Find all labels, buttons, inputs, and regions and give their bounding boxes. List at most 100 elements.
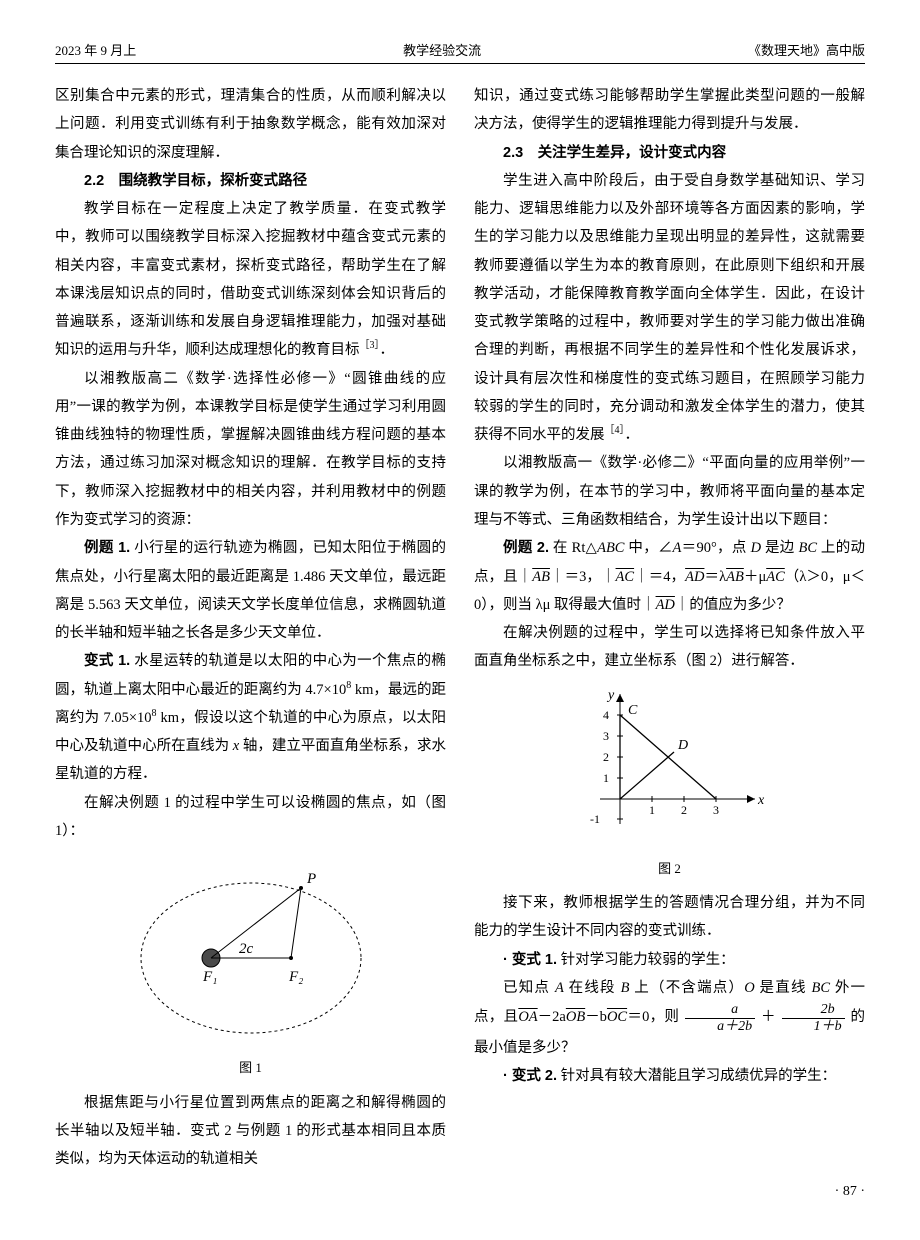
figure-1-caption: 图 1 xyxy=(55,1055,446,1080)
header-left: 2023 年 9 月上 xyxy=(55,40,136,59)
svg-text:3: 3 xyxy=(713,803,719,817)
vec-AD2: AD xyxy=(656,597,675,613)
figure-1-svg: P F₁ F₂ 2c xyxy=(121,853,381,1043)
label-F2: F₂ xyxy=(288,969,303,985)
text: －2a xyxy=(538,1009,566,1025)
figure-2-svg: x y 4 3 2 1 -1 1 2 xyxy=(570,684,770,844)
vec-AC: AC xyxy=(616,569,635,585)
text: ｜＝4， xyxy=(634,569,685,585)
D: D xyxy=(751,540,761,556)
vec-OB: OB xyxy=(566,1009,585,1025)
text: ． xyxy=(380,342,395,358)
header-right: 《数理天地》高中版 xyxy=(748,40,865,59)
vec-OA: OA xyxy=(518,1009,537,1025)
O: O xyxy=(744,980,754,996)
example-1: 例题 1. 小行星的运行轨迹为椭圆，已知太阳位于椭圆的焦点处，小行星离太阳的最近… xyxy=(55,534,446,647)
text: ｜＝3，｜ xyxy=(550,569,616,585)
text: 针对具有较大潜能且学习成绩优异的学生： xyxy=(557,1068,836,1084)
text: ＝90°，点 xyxy=(681,540,750,556)
text: ｜的值应为多少？ xyxy=(675,597,791,613)
label-2c: 2c xyxy=(239,941,254,957)
figure-1: P F₁ F₂ 2c 图 1 xyxy=(55,853,446,1081)
label-P: P xyxy=(306,871,316,887)
paragraph: 学生进入高中阶段后，由于受自身数学基础知识、学习能力、逻辑思维能力以及外部环境等… xyxy=(474,167,865,450)
text: 已知点 xyxy=(503,980,555,996)
denominator: a＋2b xyxy=(685,1019,755,1034)
page: 2023 年 9 月上 教学经验交流 《数理天地》高中版 区别集合中元素的形式，… xyxy=(0,0,920,1240)
fraction-1: aa＋2b xyxy=(685,1002,755,1034)
example-2-label: 例题 2. xyxy=(503,540,549,556)
svg-text:3: 3 xyxy=(603,729,609,743)
label-F1: F₁ xyxy=(202,969,217,985)
text: 教学目标在一定程度上决定了教学质量．在变式教学中，教师可以围绕教学目标深入挖掘教… xyxy=(55,201,446,358)
svg-text:1: 1 xyxy=(649,803,655,817)
variant-1-problem: 已知点 A 在线段 B 上（不含端点）O 是直线 BC 外一点，且OA－2aOB… xyxy=(474,974,865,1062)
vec-AC2: AC xyxy=(766,569,785,585)
text: 上（不含端点） xyxy=(629,980,744,996)
svg-text:1: 1 xyxy=(603,771,609,785)
BC: BC xyxy=(811,980,830,996)
paragraph: 接下来，教师根据学生的答题情况合理分组，并为不同能力的学生设计不同内容的变式训练… xyxy=(474,889,865,946)
example-1-label: 例题 1. xyxy=(84,540,130,556)
paragraph: 区别集合中元素的形式，理清集合的性质，从而顺利解决以上问题．利用变式训练有利于抽… xyxy=(55,82,446,167)
ABC: ABC xyxy=(597,540,624,556)
svg-text:4: 4 xyxy=(603,708,609,722)
vec-OC: OC xyxy=(607,1009,627,1025)
section-2-3-title: 2.3 关注学生差异，设计变式内容 xyxy=(474,139,865,167)
svg-text:2: 2 xyxy=(603,750,609,764)
vec-AB2: AB xyxy=(726,569,744,585)
two-column-layout: 区别集合中元素的形式，理清集合的性质，从而顺利解决以上问题．利用变式训练有利于抽… xyxy=(55,82,865,1174)
left-column: 区别集合中元素的形式，理清集合的性质，从而顺利解决以上问题．利用变式训练有利于抽… xyxy=(55,82,446,1174)
variant-2-label: · 变式 2. xyxy=(503,1068,557,1084)
text: －b xyxy=(585,1009,607,1025)
text: 中，∠ xyxy=(624,540,672,556)
example-2: 例题 2. 在 Rt△ABC 中，∠A＝90°，点 D 是边 BC 上的动点，且… xyxy=(474,534,865,619)
reference-3: ［3］ xyxy=(360,341,380,352)
reference-4: ［4］ xyxy=(605,425,625,436)
paragraph: 教学目标在一定程度上决定了教学质量．在变式教学中，教师可以围绕教学目标深入挖掘教… xyxy=(55,195,446,365)
svg-text:-1: -1 xyxy=(590,812,600,826)
label-D: D xyxy=(677,738,688,753)
vec-AB: AB xyxy=(532,569,550,585)
text: 是直线 xyxy=(755,980,812,996)
text: ＝λ xyxy=(704,569,726,585)
y-label: y xyxy=(606,688,615,703)
numerator: 2b xyxy=(782,1002,845,1018)
right-column: 知识，通过变式练习能够帮助学生掌握此类型问题的一般解决方法，使得学生的逻辑推理能… xyxy=(474,82,865,1174)
text: 是边 xyxy=(761,540,798,556)
paragraph: 知识，通过变式练习能够帮助学生掌握此类型问题的一般解决方法，使得学生的逻辑推理能… xyxy=(474,82,865,139)
page-header: 2023 年 9 月上 教学经验交流 《数理天地》高中版 xyxy=(55,40,865,64)
variant-1-right: · 变式 1. 针对学习能力较弱的学生： xyxy=(474,946,865,974)
paragraph: 以湘教版高一《数学·必修二》“平面向量的应用举例”一课的教学为例，在本节的学习中… xyxy=(474,449,865,534)
vec-AD: AD xyxy=(685,569,704,585)
numerator: a xyxy=(685,1002,755,1018)
paragraph: 根据焦距与小行星位置到两焦点的距离之和解得椭圆的长半轴以及短半轴．变式 2 与例… xyxy=(55,1089,446,1174)
paragraph: 在解决例题的过程中，学生可以选择将已知条件放入平面直角坐标系之中，建立坐标系（图… xyxy=(474,619,865,676)
x-label: x xyxy=(757,793,765,808)
text: 在 Rt△ xyxy=(549,540,597,556)
label-C: C xyxy=(628,703,638,718)
figure-2-caption: 图 2 xyxy=(474,856,865,881)
fraction-2: 2b1＋b xyxy=(782,1002,845,1034)
denominator: 1＋b xyxy=(782,1019,845,1034)
page-number: · 87 · xyxy=(55,1184,865,1200)
variant-1-label: 变式 1. xyxy=(84,653,130,669)
section-2-2-title: 2.2 围绕教学目标，探析变式路径 xyxy=(55,167,446,195)
plus: ＋ xyxy=(757,1009,780,1025)
text: 在线段 xyxy=(564,980,621,996)
text: ＝0，则 xyxy=(627,1009,683,1025)
text: ． xyxy=(625,427,640,443)
BC: BC xyxy=(798,540,817,556)
header-center: 教学经验交流 xyxy=(403,40,481,59)
text: 针对学习能力较弱的学生： xyxy=(557,952,735,968)
variant-1-label: · 变式 1. xyxy=(503,952,557,968)
figure-2: x y 4 3 2 1 -1 1 2 xyxy=(474,684,865,882)
variant-2-right: · 变式 2. 针对具有较大潜能且学习成绩优异的学生： xyxy=(474,1062,865,1090)
A: A xyxy=(555,980,564,996)
text: 学生进入高中阶段后，由于受自身数学基础知识、学习能力、逻辑思维能力以及外部环境等… xyxy=(474,173,865,443)
paragraph: 在解决例题 1 的过程中学生可以设椭圆的焦点，如（图 1）： xyxy=(55,789,446,846)
text: ＋μ xyxy=(744,569,766,585)
svg-text:2: 2 xyxy=(681,803,687,817)
paragraph: 以湘教版高二《数学·选择性必修一》“圆锥曲线的应用”一课的教学为例，本课教学目标… xyxy=(55,365,446,535)
variant-1: 变式 1. 水星运转的轨道是以太阳的中心为一个焦点的椭圆，轨道上离太阳中心最近的… xyxy=(55,647,446,788)
